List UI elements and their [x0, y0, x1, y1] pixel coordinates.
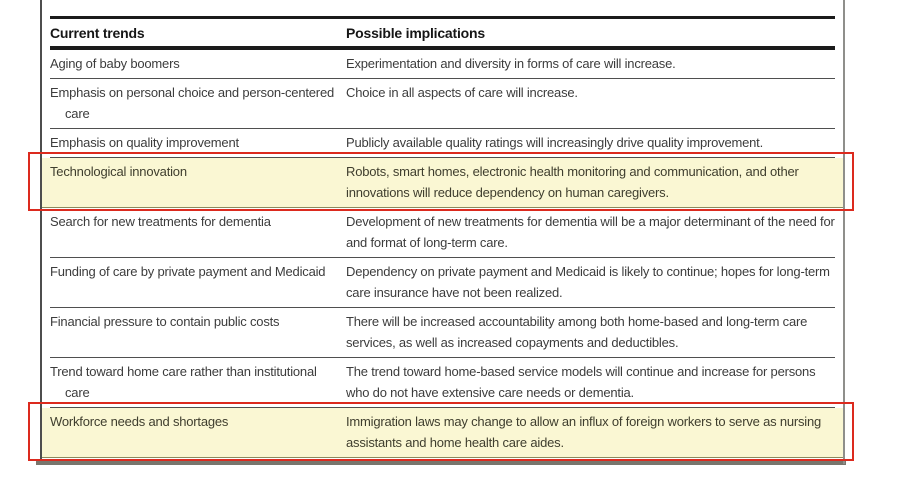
page-shadow-bottom — [36, 460, 846, 465]
implication-cell: Immigration laws may change to allow an … — [346, 414, 822, 450]
table-row: Aging of baby boomers Experimentation an… — [50, 50, 835, 79]
trends-table: Current trends Possible implications Agi… — [28, 16, 854, 465]
table-row: Emphasis on quality improvement Publicly… — [50, 129, 835, 158]
table-body: Aging of baby boomers Experimentation an… — [28, 50, 854, 461]
table-header-row: Current trends Possible implications — [50, 19, 835, 46]
table-top-rule — [50, 16, 835, 19]
page-edge-left — [40, 0, 42, 460]
table-row: Workforce needs and shortages Immigratio… — [28, 402, 854, 461]
implication-cell: Publicly available quality ratings will … — [346, 135, 764, 150]
implication-cell: The trend toward home-based service mode… — [346, 364, 816, 400]
table-row: Technological innovation Robots, smart h… — [28, 152, 854, 211]
table-row: Search for new treatments for dementia D… — [50, 208, 835, 258]
trend-cell: Emphasis on personal choice and person-c… — [50, 85, 335, 121]
implication-cell: Experimentation and diversity in forms o… — [346, 56, 676, 71]
trend-cell: Technological innovation — [50, 164, 187, 179]
implication-cell: Dependency on private payment and Medica… — [346, 264, 830, 300]
trend-cell: Emphasis on quality improvement — [50, 135, 239, 150]
header-separator-rule — [50, 46, 835, 50]
trend-cell: Financial pressure to contain public cos… — [50, 314, 280, 329]
trend-cell: Funding of care by private payment and M… — [50, 264, 326, 279]
implication-cell: There will be increased accountability a… — [346, 314, 808, 350]
implication-cell: Choice in all aspects of care will incre… — [346, 85, 578, 100]
trend-cell: Trend toward home care rather than insti… — [50, 364, 317, 400]
table-row: Trend toward home care rather than insti… — [50, 358, 835, 408]
implication-cell: Robots, smart homes, electronic health m… — [346, 164, 799, 200]
column-header-possible-implications: Possible implications — [346, 25, 485, 41]
column-header-current-trends: Current trends — [50, 25, 145, 41]
page-edge-right — [843, 0, 845, 464]
trend-cell: Aging of baby boomers — [50, 56, 180, 71]
trend-cell: Workforce needs and shortages — [50, 414, 229, 429]
table-row: Financial pressure to contain public cos… — [50, 308, 835, 358]
table-row: Funding of care by private payment and M… — [50, 258, 835, 308]
implication-cell: Development of new treatments for dement… — [346, 214, 835, 250]
trend-cell: Search for new treatments for dementia — [50, 214, 271, 229]
table-row: Emphasis on personal choice and person-c… — [50, 79, 835, 129]
